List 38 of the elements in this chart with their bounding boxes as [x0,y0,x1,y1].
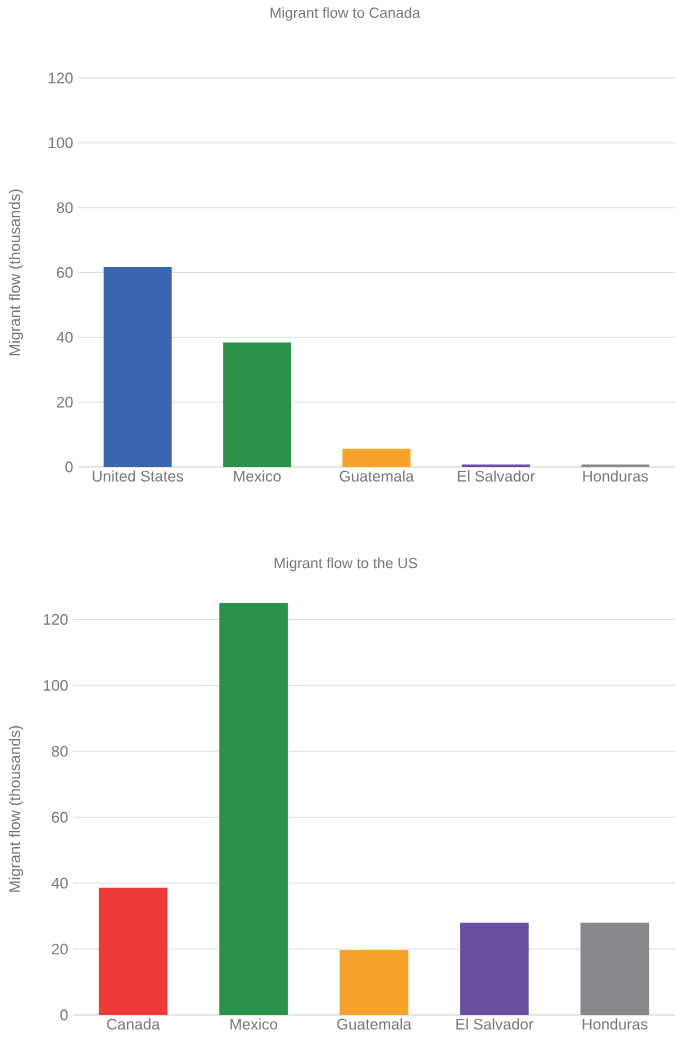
y-tick-label: 60 [57,267,73,278]
bar [103,266,172,467]
x-tick-label: Guatemala [337,1018,412,1030]
x-tick-label: Honduras [583,470,648,482]
x-tick-label: Guatemala [339,470,414,482]
y-tick-label: 60 [52,811,68,823]
y-tick-label: 0 [65,461,73,473]
x-tick-label: El Salvador [457,470,535,482]
bar [339,950,409,1015]
x-tick-label: El Salvador [456,1018,534,1030]
y-tick-label: 40 [56,331,73,343]
chart-title: Migrant flow to Canada [270,7,421,21]
x-tick-label: Honduras [582,1018,648,1030]
y-axis-title: Migrant flow (thousands) [8,726,24,892]
y-tick-label: 40 [51,877,68,889]
y-tick-label: 0 [60,1009,68,1021]
bar [461,464,530,467]
x-tick-label: Canada [107,1018,161,1030]
y-tick-label: 20 [52,943,68,955]
bar [580,922,650,1015]
bar [219,602,288,1015]
y-tick-label: 80 [56,202,73,214]
y-tick-label: 80 [51,745,68,757]
bar [98,887,168,1015]
y-tick-label: 120 [43,614,68,625]
y-tick-label: 20 [57,396,73,408]
bar [342,448,411,467]
y-tick-label: 100 [43,679,68,691]
y-axis-title: Migrant flow (thousands) [8,189,24,356]
bar [223,342,292,467]
y-tick-label: 100 [48,137,73,149]
x-tick-label: Mexico [234,470,281,482]
y-tick-label: 120 [48,72,73,84]
x-tick-label: Mexico [230,1018,278,1030]
bar [460,922,529,1015]
bar [581,464,650,467]
x-tick-label: United States [92,470,184,482]
chart-title: Migrant flow to the US [274,557,418,572]
